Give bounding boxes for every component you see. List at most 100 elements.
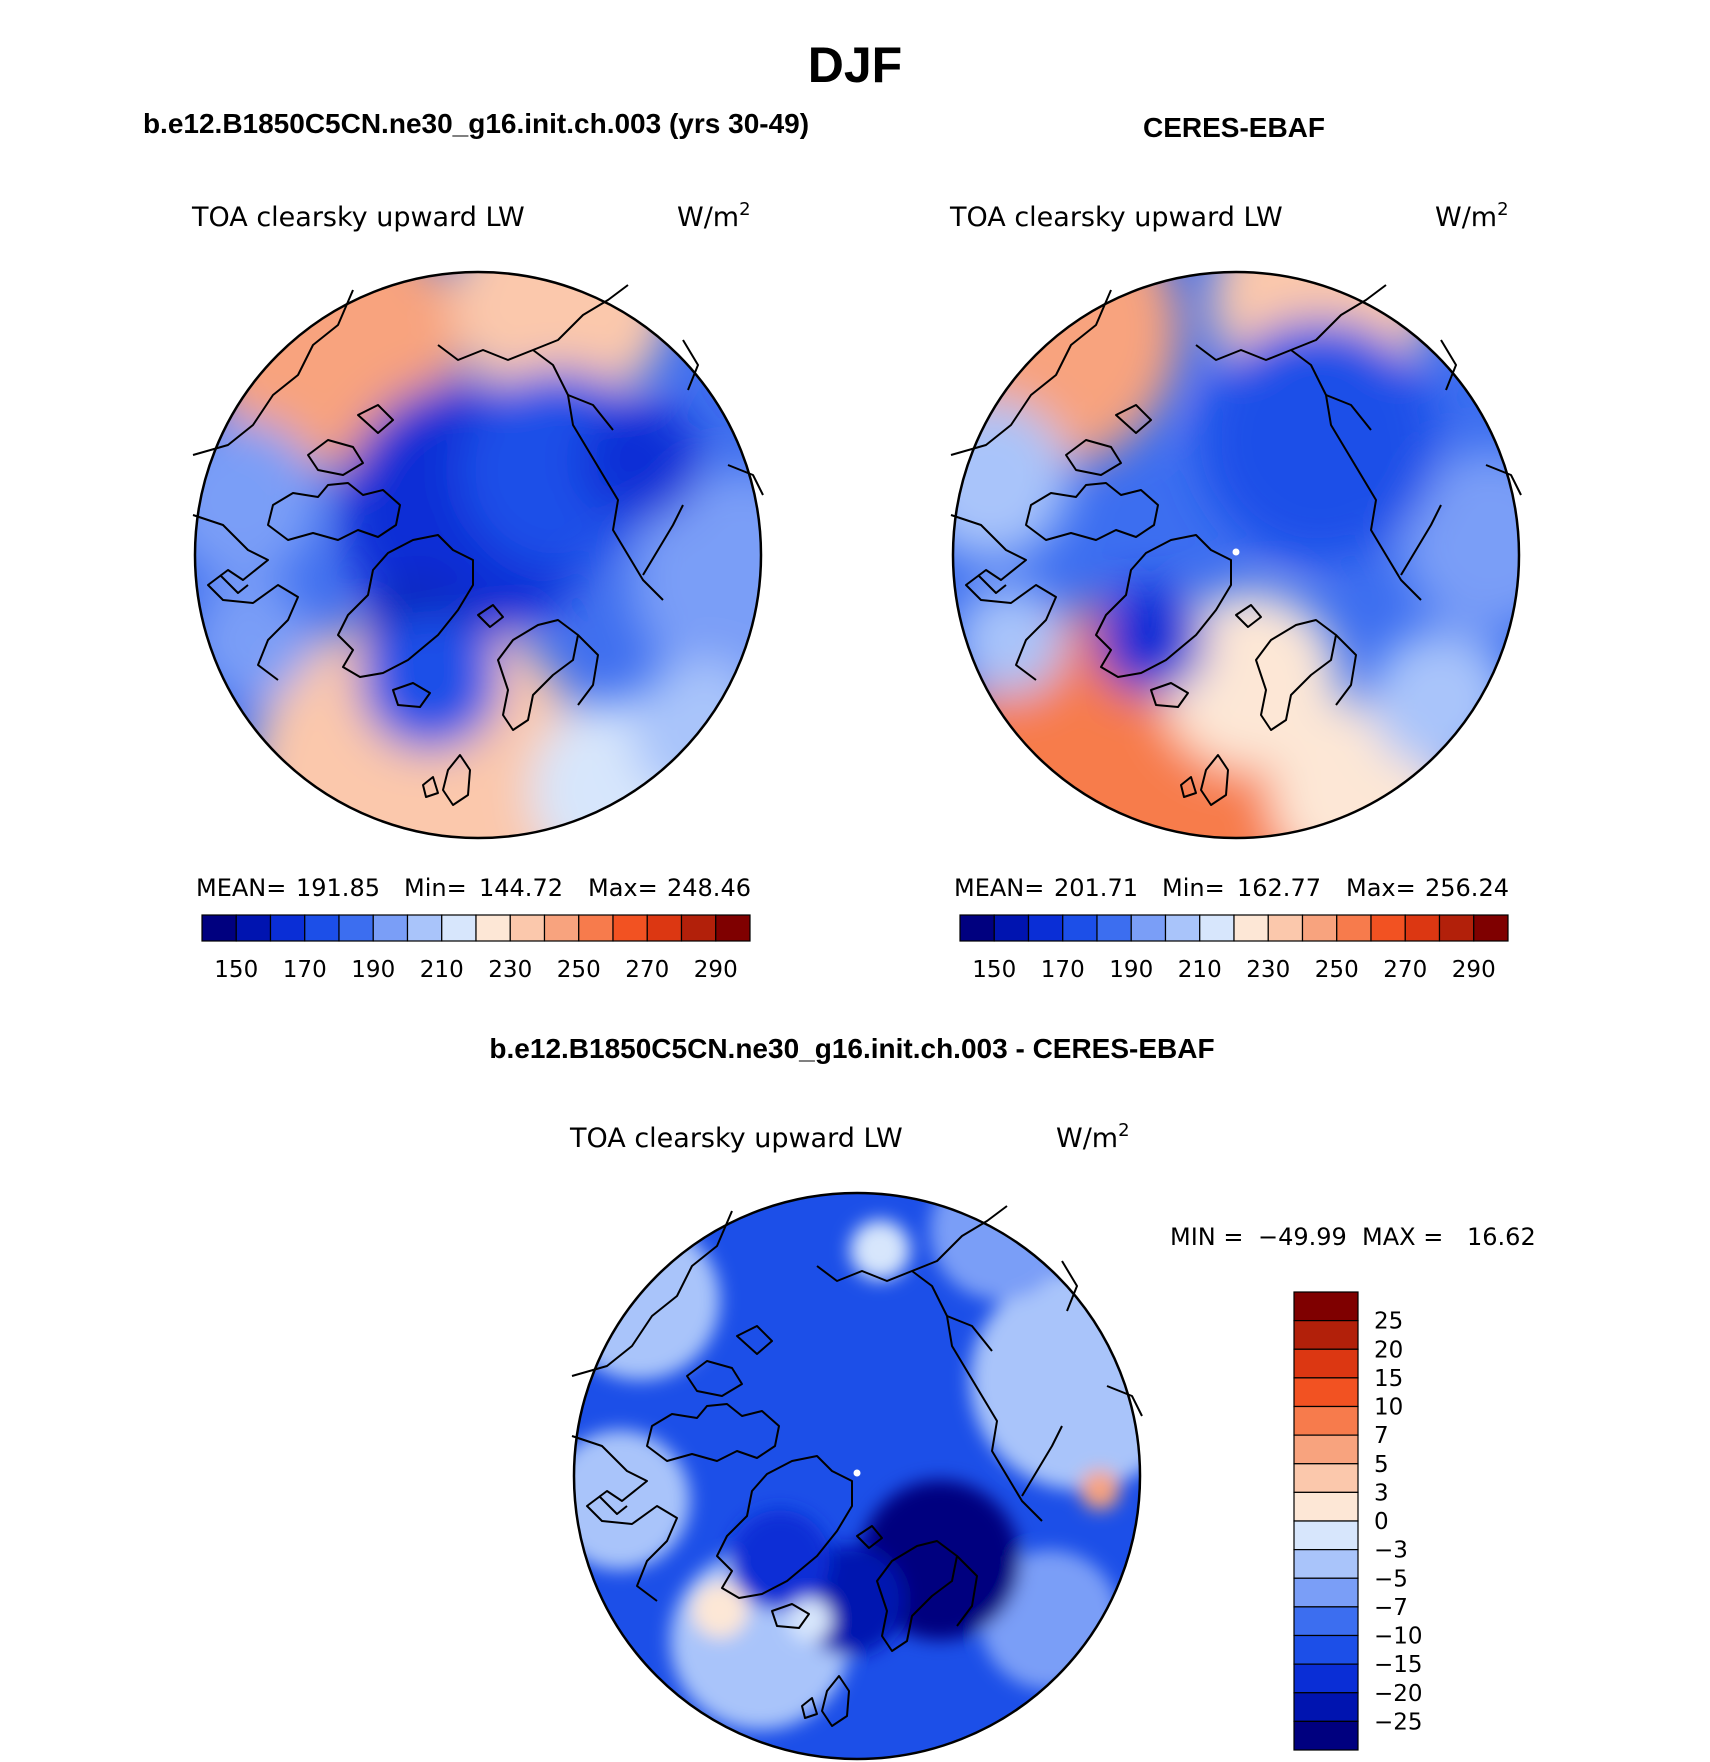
colorbar-swatch — [1293, 1606, 1359, 1637]
colorbar-swatch — [1293, 1663, 1359, 1694]
diff-map — [571, 1191, 1143, 1761]
colorbar-swatch — [1293, 1463, 1359, 1493]
diff-max-value: 16.62 — [1467, 1223, 1536, 1251]
colorbar-swatch — [993, 914, 1030, 942]
colorbar-tick-label: 0 — [1374, 1509, 1389, 1535]
colorbar-swatch — [1293, 1520, 1359, 1551]
diff-variable-label: TOA clearsky upward LW — [569, 1123, 903, 1154]
colorbar-tick-label: 150 — [214, 957, 258, 983]
colorbar-swatch — [1293, 1405, 1359, 1436]
colorbar-tick-label: 20 — [1374, 1337, 1403, 1363]
obs-variable-label: TOA clearsky upward LW — [949, 202, 1283, 233]
colorbar-swatch — [1293, 1692, 1359, 1722]
model-min-value: 144.72 — [479, 874, 563, 902]
colorbar-swatch — [646, 914, 683, 942]
obs-min-label: Min= — [1162, 874, 1225, 902]
colorbar-tick-label: 10 — [1374, 1395, 1403, 1421]
diff-panel-title: b.e12.B1850C5CN.ne30_g16.init.ch.003 - C… — [489, 1033, 1214, 1064]
model-variable-label: TOA clearsky upward LW — [191, 202, 525, 233]
model-units-label: W/m2 — [677, 199, 751, 233]
colorbar-tick-label: −3 — [1374, 1538, 1408, 1564]
colorbar-swatch — [959, 914, 995, 942]
obs-map — [950, 270, 1522, 840]
colorbar-swatch — [1336, 914, 1372, 942]
diff-units-label: W/m2 — [1056, 1120, 1130, 1154]
colorbar-tick-label: 15 — [1374, 1366, 1403, 1392]
obs-max-value: 256.24 — [1425, 874, 1509, 902]
model-max-value: 248.46 — [667, 874, 751, 902]
colorbar-tick-label: −5 — [1374, 1566, 1408, 1592]
colorbar-swatch — [1301, 914, 1338, 942]
colorbar-swatch — [1293, 1491, 1359, 1522]
colorbar-swatch — [612, 914, 648, 942]
colorbar-swatch — [1473, 914, 1509, 942]
colorbar-swatch — [201, 914, 237, 942]
colorbar-swatch — [1293, 1348, 1359, 1379]
colorbar-tick-label: 230 — [488, 957, 532, 983]
model-max-label: Max= — [588, 874, 658, 902]
colorbar-swatch — [1096, 914, 1132, 942]
colorbar-swatch — [406, 914, 443, 942]
colorbar-swatch — [680, 914, 717, 942]
obs-units-label: W/m2 — [1435, 199, 1509, 233]
colorbar-tick-label: 210 — [1178, 957, 1222, 983]
colorbar-tick-label: 270 — [625, 957, 669, 983]
colorbar-swatch — [1293, 1549, 1359, 1579]
colorbar-swatch — [475, 914, 511, 942]
model-map — [192, 270, 764, 840]
colorbar-tick-label: 190 — [1109, 957, 1153, 983]
diff-min-label: MIN = — [1170, 1223, 1243, 1251]
colorbar-swatch — [1130, 914, 1167, 942]
colorbar-swatch — [578, 914, 614, 942]
colorbar-swatch — [1404, 914, 1441, 942]
model-mean-value: 191.85 — [296, 874, 380, 902]
colorbar-tick-label: 25 — [1374, 1309, 1403, 1335]
diff-max-label: MAX = — [1362, 1223, 1443, 1251]
colorbar-tick-label: 150 — [972, 957, 1016, 983]
colorbar-tick-label: 270 — [1383, 957, 1427, 983]
model-colorbar: 150 170 190 210 230 250 270 290 — [201, 914, 751, 983]
colorbar-swatch — [509, 914, 546, 942]
model-min-label: Min= — [404, 874, 467, 902]
colorbar-tick-label: 290 — [694, 957, 738, 983]
colorbar-tick-label: −15 — [1374, 1652, 1423, 1678]
colorbar-swatch — [1267, 914, 1304, 942]
model-mean-label: MEAN= — [196, 874, 286, 902]
obs-mean-value: 201.71 — [1054, 874, 1138, 902]
colorbar-swatch — [235, 914, 272, 942]
colorbar-tick-label: −20 — [1374, 1681, 1423, 1707]
colorbar-tick-label: 7 — [1374, 1423, 1389, 1449]
colorbar-swatch — [1199, 914, 1235, 942]
colorbar-swatch — [1293, 1377, 1359, 1408]
colorbar-tick-label: 5 — [1374, 1452, 1389, 1478]
colorbar-tick-label: 250 — [1315, 957, 1359, 983]
colorbar-tick-label: 190 — [351, 957, 395, 983]
colorbar-swatch — [1438, 914, 1475, 942]
colorbar-swatch — [441, 914, 477, 942]
obs-min-value: 162.77 — [1237, 874, 1321, 902]
colorbar-swatch — [269, 914, 306, 942]
obs-max-label: Max= — [1346, 874, 1416, 902]
colorbar-tick-label: 170 — [1041, 957, 1085, 983]
colorbar-swatch — [372, 914, 409, 942]
colorbar-swatch — [1062, 914, 1098, 942]
colorbar-tick-label: 3 — [1374, 1480, 1389, 1506]
obs-panel-title: CERES-EBAF — [1143, 112, 1325, 143]
colorbar-swatch — [1293, 1577, 1359, 1608]
season-title: DJF — [808, 37, 902, 93]
diff-min-value: −49.99 — [1258, 1223, 1347, 1251]
colorbar-swatch — [715, 914, 751, 942]
colorbar-swatch — [1027, 914, 1064, 942]
colorbar-swatch — [1293, 1320, 1359, 1350]
colorbar-swatch — [338, 914, 374, 942]
colorbar-tick-label: 250 — [557, 957, 601, 983]
colorbar-swatch — [543, 914, 580, 942]
colorbar-swatch — [1293, 1291, 1359, 1322]
colorbar-swatch — [1233, 914, 1269, 942]
colorbar-tick-label: 170 — [283, 957, 327, 983]
colorbar-tick-label: 230 — [1246, 957, 1290, 983]
colorbar-tick-label: 210 — [420, 957, 464, 983]
colorbar-swatch — [1370, 914, 1406, 942]
